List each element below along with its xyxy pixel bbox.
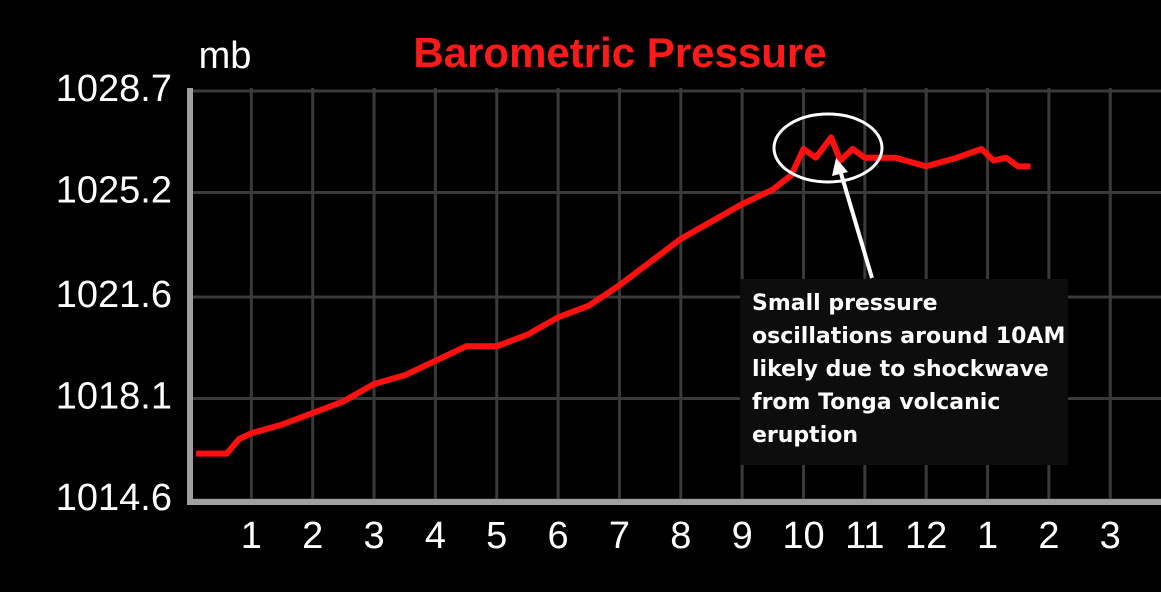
- x-tick-label: 10: [782, 515, 824, 557]
- annotation-line: from Tonga volcanic: [752, 390, 1000, 415]
- x-tick-label: 1: [241, 515, 262, 557]
- annotation-line: Small pressure: [752, 291, 938, 316]
- x-tick-label: 3: [363, 515, 384, 557]
- y-axis-label: mb: [199, 35, 252, 77]
- x-tick-label: 11: [845, 515, 884, 557]
- annotation-line: eruption: [752, 423, 858, 448]
- arrow-shaft: [838, 169, 874, 279]
- y-tick-label: 1021.6: [56, 274, 172, 316]
- x-tick-label: 8: [670, 515, 691, 557]
- y-tick-label: 1018.1: [56, 376, 172, 418]
- arrow-head: [832, 158, 848, 176]
- x-tick-label: 4: [425, 515, 446, 557]
- annotation: Small pressure oscillations around 10AM li…: [752, 291, 1065, 448]
- y-tick-label: 1028.7: [56, 68, 172, 110]
- x-tick-label: 3: [1100, 515, 1121, 557]
- annotation-line: likely due to shockwave: [752, 357, 1049, 382]
- x-tick-label: 12: [905, 515, 947, 557]
- highlight-ellipse: [772, 112, 884, 184]
- plot: [196, 134, 1031, 457]
- x-tick-label: 1: [977, 515, 998, 557]
- y-tick-label: 1025.2: [56, 170, 172, 212]
- data-line: [196, 134, 1031, 457]
- x-tick-label: 2: [1038, 515, 1059, 557]
- x-tick-label: 6: [548, 515, 569, 557]
- chart-title: Barometric Pressure: [413, 29, 826, 76]
- x-tick-label: 5: [486, 515, 507, 557]
- annotation-line: oscillations around 10AM: [752, 324, 1065, 349]
- x-tick-label: 2: [302, 515, 323, 557]
- y-tick-label: 1014.6: [56, 477, 172, 519]
- x-tick-label: 9: [732, 515, 753, 557]
- x-tick-label: 7: [609, 515, 630, 557]
- annotation-box: [740, 279, 1068, 465]
